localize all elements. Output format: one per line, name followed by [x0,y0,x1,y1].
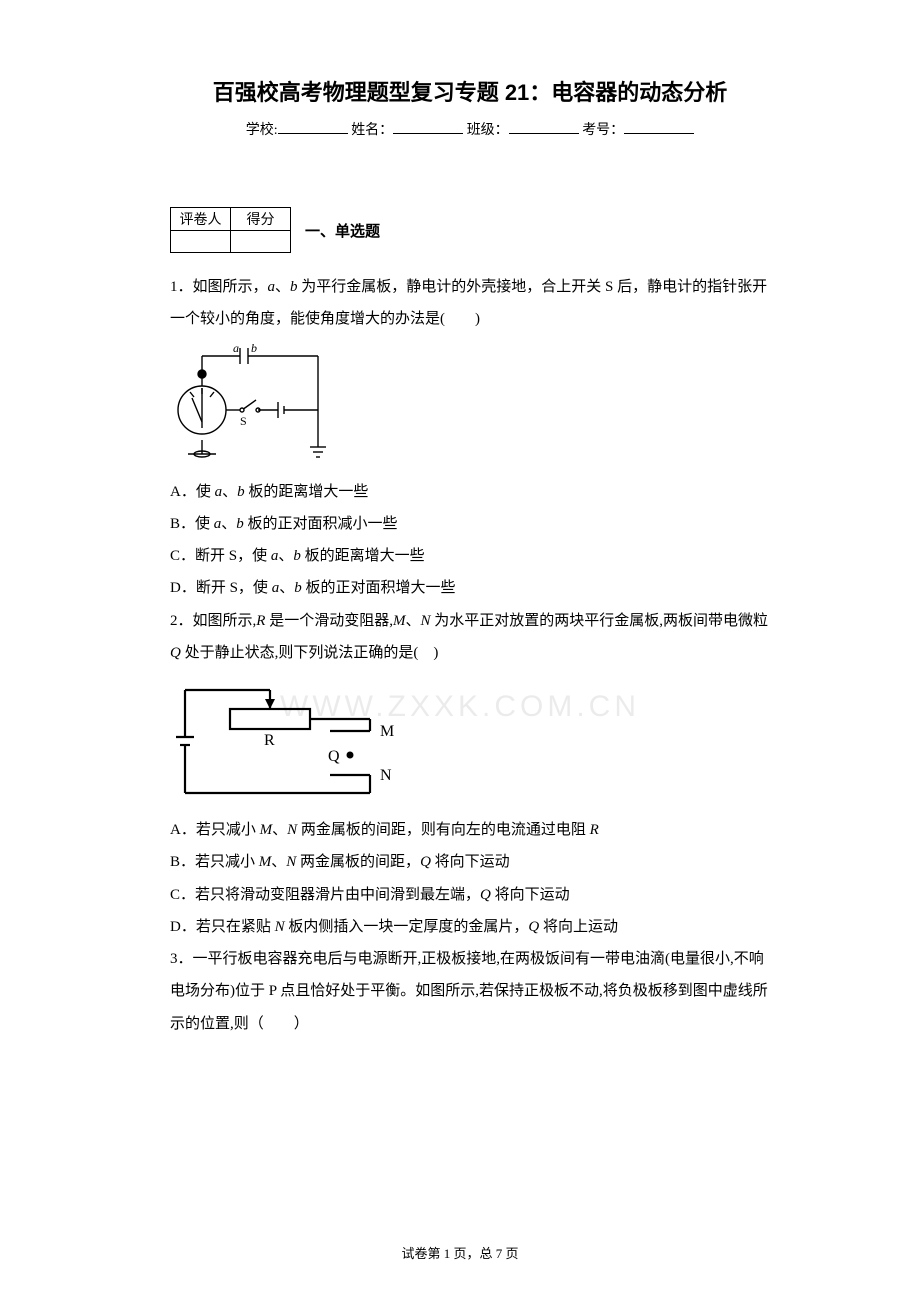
q2C1: C．若只将滑动变阻器滑片由中间滑到最左端， [170,887,480,903]
q2-optC: C．若只将滑动变阻器滑片由中间滑到最左端，Q 将向下运动 [170,879,770,911]
page-title: 百强校高考物理题型复习专题 21：电容器的动态分析 [170,75,770,107]
figure-1: a b S [170,342,770,472]
score-table: 评卷人 得分 [170,207,291,253]
fig2-label-M: M [380,723,394,740]
figure-2: R M N Q [170,675,770,810]
q1-optB-p1: B．使 [170,516,214,532]
q2D1: D．若只在紧贴 [170,919,275,935]
q1-optD-b: b [294,580,302,596]
q1-optC-sep: 、 [278,548,293,564]
q2D-N: N [275,919,285,935]
label-examno: 考号： [582,123,624,138]
page-footer: 试卷第 1 页，总 7 页 [0,1243,920,1262]
q1-stem1: 1．如图所示， [170,279,268,295]
q2-s5: 处于静止状态,则下列说法正确的是( ) [181,645,439,661]
q1-options: A．使 a、b 板的距离增大一些 B．使 a、b 板的正对面积减小一些 C．断开… [170,476,770,605]
q3-stem: 3．一平行板电容器充电后与电源断开,正极板接地,在两极饭间有一带电油滴(电量很小… [170,951,768,1032]
q1-optA: A．使 a、b 板的距离增大一些 [170,476,770,508]
fig2-label-Q: Q [328,748,340,765]
q2B3: 将向下运动 [431,854,510,870]
blank-name [393,120,463,134]
q1-optA-p2: 板的距离增大一些 [245,484,369,500]
q1-optB: B．使 a、b 板的正对面积减小一些 [170,508,770,540]
label-school: 学校: [246,123,278,138]
q2-s2: 是一个滑动变阻器, [265,613,393,629]
q1-optB-b: b [236,516,244,532]
q1-optC-b: b [293,548,301,564]
q2B-N: N [286,854,296,870]
variable-resistor-circuit-icon: R M N Q [170,675,405,805]
q2D2: 板内侧插入一块一定厚度的金属片， [285,919,529,935]
q2-s4: 为水平正对放置的两块平行金属板,两板间带电微粒 [430,613,768,629]
q2A-sep: 、 [272,822,287,838]
score-col1: 评卷人 [171,208,231,231]
question-3: 3．一平行板电容器充电后与电源断开,正极板接地,在两极饭间有一带电油滴(电量很小… [170,943,770,1040]
q1-optC: C．断开 S，使 a、b 板的距离增大一些 [170,540,770,572]
q1-optB-sep: 、 [221,516,236,532]
q2C2: 将向下运动 [491,887,570,903]
q2B2: 两金属板的间距， [296,854,420,870]
q1-optA-b: b [237,484,245,500]
fig2-label-N: N [380,767,392,784]
q2B-M: M [259,854,272,870]
q2-M: M [393,613,406,629]
label-name: 姓名： [351,123,393,138]
info-line: 学校: 姓名： 班级： 考号： [170,119,770,139]
fig1-label-b: b [251,342,257,355]
score-section-row: 评卷人 得分 一、单选题 [170,207,770,253]
fig1-label-S: S [240,414,247,428]
blank-school [278,120,348,134]
q2A-M: M [260,822,273,838]
q1-optC-p1: C．断开 S，使 [170,548,271,564]
blank-class [509,120,579,134]
q2-options: A．若只减小 M、N 两金属板的间距，则有向左的电流通过电阻 R B．若只减小 … [170,814,770,943]
q1-optD-p1: D．断开 S，使 [170,580,272,596]
blank-examno [624,120,694,134]
fig2-label-R: R [264,732,275,749]
q2-N: N [420,613,430,629]
q1-optA-p1: A．使 [170,484,215,500]
q2A2: 两金属板的间距，则有向左的电流通过电阻 [297,822,590,838]
page: 百强校高考物理题型复习专题 21：电容器的动态分析 学校: 姓名： 班级： 考号… [0,0,920,1302]
q1-optD: D．断开 S，使 a、b 板的正对面积增大一些 [170,572,770,604]
q2B1: B．若只减小 [170,854,259,870]
question-1: 1．如图所示，a、b 为平行金属板，静电计的外壳接地，合上开关 S 后，静电计的… [170,271,770,336]
q1-optA-sep: 、 [222,484,237,500]
q1-optD-sep: 、 [279,580,294,596]
q1-sep1: 、 [275,279,290,295]
q2-s1: 2．如图所示, [170,613,256,629]
score-col2: 得分 [231,208,291,231]
q1-optD-p2: 板的正对面积增大一些 [302,580,456,596]
q2D3: 将向上运动 [539,919,618,935]
score-cell-1 [171,231,231,253]
q2C-Q: Q [480,887,491,903]
q1-optC-p2: 板的距离增大一些 [301,548,425,564]
q1-optA-a: a [215,484,223,500]
q2-optD: D．若只在紧贴 N 板内侧插入一块一定厚度的金属片，Q 将向上运动 [170,911,770,943]
q2B-Q: Q [420,854,431,870]
q2-Q: Q [170,645,181,661]
question-2: 2．如图所示,R 是一个滑动变阻器,M、N 为水平正对放置的两块平行金属板,两板… [170,605,770,670]
q2A-R: R [590,822,599,838]
q1-a: a [268,279,276,295]
q2-optB: B．若只减小 M、N 两金属板的间距，Q 将向下运动 [170,846,770,878]
electrometer-circuit-icon: a b S [170,342,335,467]
q2D-Q: Q [528,919,539,935]
label-class: 班级： [467,123,509,138]
q2-sep: 、 [405,613,420,629]
score-cell-2 [231,231,291,253]
q2-optA: A．若只减小 M、N 两金属板的间距，则有向左的电流通过电阻 R [170,814,770,846]
q2A-N: N [287,822,297,838]
section-heading: 一、单选题 [305,220,380,241]
charge-dot-icon [347,752,354,759]
fig1-label-a: a [233,342,239,355]
q2B-sep: 、 [271,854,286,870]
q1-b: b [290,279,298,295]
q1-optB-p2: 板的正对面积减小一些 [244,516,398,532]
q2A1: A．若只减小 [170,822,260,838]
